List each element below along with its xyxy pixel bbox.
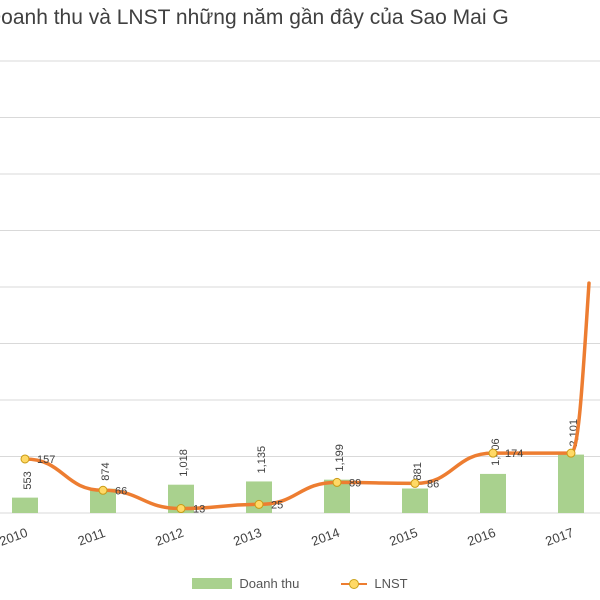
bar-2016	[480, 473, 506, 513]
chart-title: Doanh thu và LNST những năm gần đây của …	[0, 6, 509, 29]
x-tick-2010: 2010	[0, 525, 30, 549]
point-lnst-2010	[20, 454, 30, 464]
bar-label-2013: 1,135	[256, 446, 268, 474]
point-label-2011: 66	[115, 485, 127, 497]
legend-swatch-line	[341, 578, 368, 590]
x-tick-2013: 2013	[231, 525, 263, 549]
bar-label-2015: 881	[412, 462, 424, 480]
bar-label-2010: 553	[22, 471, 34, 489]
point-lnst-2016	[488, 448, 498, 458]
point-lnst-2017	[566, 448, 576, 458]
legend-label-lnst: LNST	[374, 576, 408, 591]
point-lnst-2015	[410, 478, 420, 488]
x-tick-2012: 2012	[153, 525, 185, 549]
point-lnst-2012	[176, 504, 186, 514]
point-label-2014: 89	[349, 477, 361, 489]
x-tick-2011: 2011	[76, 525, 107, 549]
point-label-2010: 157	[37, 454, 55, 466]
point-label-2012: 13	[193, 504, 205, 516]
bar-label-2011: 874	[100, 462, 112, 480]
point-lnst-2013	[254, 499, 264, 509]
bar-2017	[558, 454, 584, 513]
x-tick-2015: 2015	[387, 525, 419, 549]
x-tick-2017: 2017	[543, 525, 575, 549]
bar-2010	[12, 497, 38, 513]
point-label-2015: 86	[427, 478, 439, 490]
point-label-2016: 174	[505, 448, 523, 460]
x-tick-2016: 2016	[465, 525, 497, 549]
point-lnst-2011	[98, 485, 108, 495]
legend: Doanh thu LNST	[0, 576, 600, 591]
legend-item-lnst: LNST	[341, 576, 408, 591]
x-tick-2014: 2014	[309, 525, 341, 549]
bar-label-2014: 1,199	[334, 444, 346, 472]
bar-2015	[402, 488, 428, 513]
bar-label-2012: 1,018	[178, 449, 190, 477]
point-label-2013: 25	[271, 499, 283, 511]
point-lnst-2014	[332, 477, 342, 487]
legend-label-doanh-thu: Doanh thu	[239, 576, 300, 591]
legend-swatch-bar	[192, 578, 233, 589]
legend-item-doanh-thu: Doanh thu	[192, 576, 299, 591]
